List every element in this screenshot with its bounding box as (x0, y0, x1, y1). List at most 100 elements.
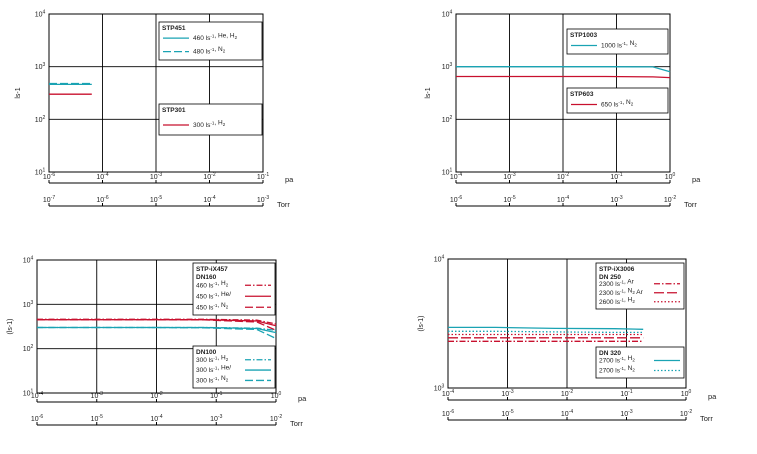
pa-axis-label: pa (285, 175, 294, 184)
legend: STP301 300 ls-1, H2 (158, 103, 263, 136)
y-tick-label: 104 (35, 10, 46, 19)
legend-item-label: 650 ls-1, N2 (601, 99, 634, 109)
torr-tick-label: 10-6 (442, 409, 454, 418)
legend-box (158, 21, 263, 61)
legend: STP1003 1000 ls-1, N2 (566, 28, 669, 55)
pa-tick-label: 10-2 (150, 391, 162, 400)
pa-tick-label: 10-1 (620, 389, 632, 398)
torr-tick-label: 10-4 (150, 414, 162, 423)
torr-tick-label: 10-6 (450, 195, 462, 204)
legend-item-label: 480 ls-1, N2 (193, 46, 226, 56)
legend-item-label: 2600 ls-1, H2 (599, 296, 635, 306)
torr-tick-label: 10-4 (561, 409, 573, 418)
pa-tick-label: 10-4 (442, 389, 454, 398)
y-tick-label: 104 (23, 256, 34, 265)
torr-tick-label: 10-5 (501, 409, 513, 418)
torr-tick-label: 10-2 (270, 414, 282, 423)
legend-item-label: 460 ls-1, He, H2 (193, 33, 238, 43)
y-axis-label: (ls-1) (418, 316, 425, 332)
legend-item-label: 450 ls-1, He/ (196, 291, 231, 301)
legend-item-label: 460 ls-1, H2 (196, 280, 229, 290)
torr-tick-label: 10-6 (31, 414, 43, 423)
torr-tick-label: 10-6 (96, 195, 108, 204)
legend-title: STP-iX3006 (599, 266, 635, 273)
legend-subtitle: DN 250 (599, 274, 621, 281)
pa-tick-label: 10-3 (501, 389, 513, 398)
pa-tick-label: 10-4 (31, 391, 43, 400)
torr-axis-label: Torr (290, 419, 303, 428)
torr-tick-label: 10-3 (610, 195, 622, 204)
pa-tick-label: 10-2 (557, 172, 569, 181)
legend-title: STP-iX457 (196, 266, 228, 273)
pa-axis-label: pa (708, 392, 717, 401)
torr-axis-label: Torr (684, 200, 697, 209)
torr-tick-label: 10-5 (91, 414, 103, 423)
legend-title: STP1003 (570, 32, 597, 39)
legend: STP451 460 ls-1, He, H2 480 ls-1, N2 (158, 21, 263, 61)
legend-subtitle: DN160 (196, 274, 217, 281)
pa-tick-label: 10-1 (210, 391, 222, 400)
pa-tick-label: 10-2 (203, 172, 215, 181)
y-tick-label: 103 (434, 384, 445, 393)
legend-item-label: 450 ls-1, N2 (196, 302, 229, 312)
torr-tick-label: 10-3 (620, 409, 632, 418)
torr-tick-label: 10-4 (203, 195, 215, 204)
y-axis-label: ls-1 (425, 87, 432, 98)
legend-item-label: 1000 ls-1, N2 (601, 40, 637, 50)
torr-tick-label: 10-5 (503, 195, 515, 204)
y-tick-label: 104 (434, 255, 445, 264)
torr-tick-label: 10-5 (150, 195, 162, 204)
legend-item-label: 2300 ls-1, Ar (599, 278, 635, 288)
series-line (448, 330, 644, 334)
y-tick-label: 104 (442, 10, 453, 19)
pa-tick-label: 10-4 (96, 172, 108, 181)
torr-tick-label: 10-2 (680, 409, 692, 418)
pa-axis-label: pa (298, 394, 307, 403)
legend-item-label: 2700 ls-1, N2 (599, 365, 635, 375)
y-axis-label: ls-1 (15, 87, 22, 98)
series-line (456, 75, 671, 79)
pa-tick-label: 10-3 (91, 391, 103, 400)
pa-tick-label: 100 (681, 389, 692, 398)
legend-title: STP301 (162, 107, 186, 114)
chart-stp1003: 101 102 103 104 ls-1 10-4 10-3 10-2 10-1 100 pa 10-… (425, 10, 701, 210)
y-axis-label: (ls-1) (7, 319, 14, 335)
y-tick-label: 101 (23, 389, 34, 398)
torr-tick-label: 10-4 (557, 195, 569, 204)
legend-title: DN 320 (599, 350, 621, 357)
legend-item-label: 300 ls-1, He/ (196, 365, 231, 375)
y-tick-label: 102 (35, 115, 46, 124)
chart-stp451: 101 102 103 104 ls-1 10-6 10-4 10-3 10-2 10-1 pa 10… (15, 10, 294, 210)
pa-tick-label: 10-4 (450, 172, 462, 181)
chart-stpix457: 101 102 103 104 (ls-1) 10-4 10-3 10-2 10-1 100 pa 1… (7, 256, 307, 429)
legend: STP603 650 ls-1, N2 (566, 87, 669, 114)
pa-tick-label: 10-2 (561, 389, 573, 398)
legend-box (192, 262, 276, 316)
pa-axis-label: pa (692, 175, 701, 184)
legend-item-label: 300 ls-1, N2 (196, 375, 229, 385)
series-line (448, 326, 644, 330)
series-line (37, 326, 277, 340)
y-tick-label: 101 (35, 168, 46, 177)
legend-box (595, 346, 685, 379)
pa-tick-label: 100 (665, 172, 676, 181)
pa-tick-label: 100 (271, 391, 282, 400)
legend-title: STP603 (570, 91, 594, 98)
torr-tick-label: 10-7 (43, 195, 55, 204)
chart-stpix3006: 103 104 (ls-1) 10-4 10-3 10-2 10-1 100 pa 10-6 10-… (418, 255, 717, 424)
legend-box (192, 345, 276, 389)
torr-tick-label: 10-3 (257, 195, 269, 204)
pa-tick-label: 10-6 (43, 172, 55, 181)
y-tick-label: 101 (442, 168, 453, 177)
pa-tick-label: 10-3 (150, 172, 162, 181)
legend-title: STP451 (162, 25, 186, 32)
y-tick-label: 103 (35, 62, 46, 71)
torr-axis-label: Torr (700, 414, 713, 423)
torr-axis-label: Torr (277, 200, 290, 209)
legend-box (566, 87, 669, 114)
series-line (37, 319, 277, 331)
